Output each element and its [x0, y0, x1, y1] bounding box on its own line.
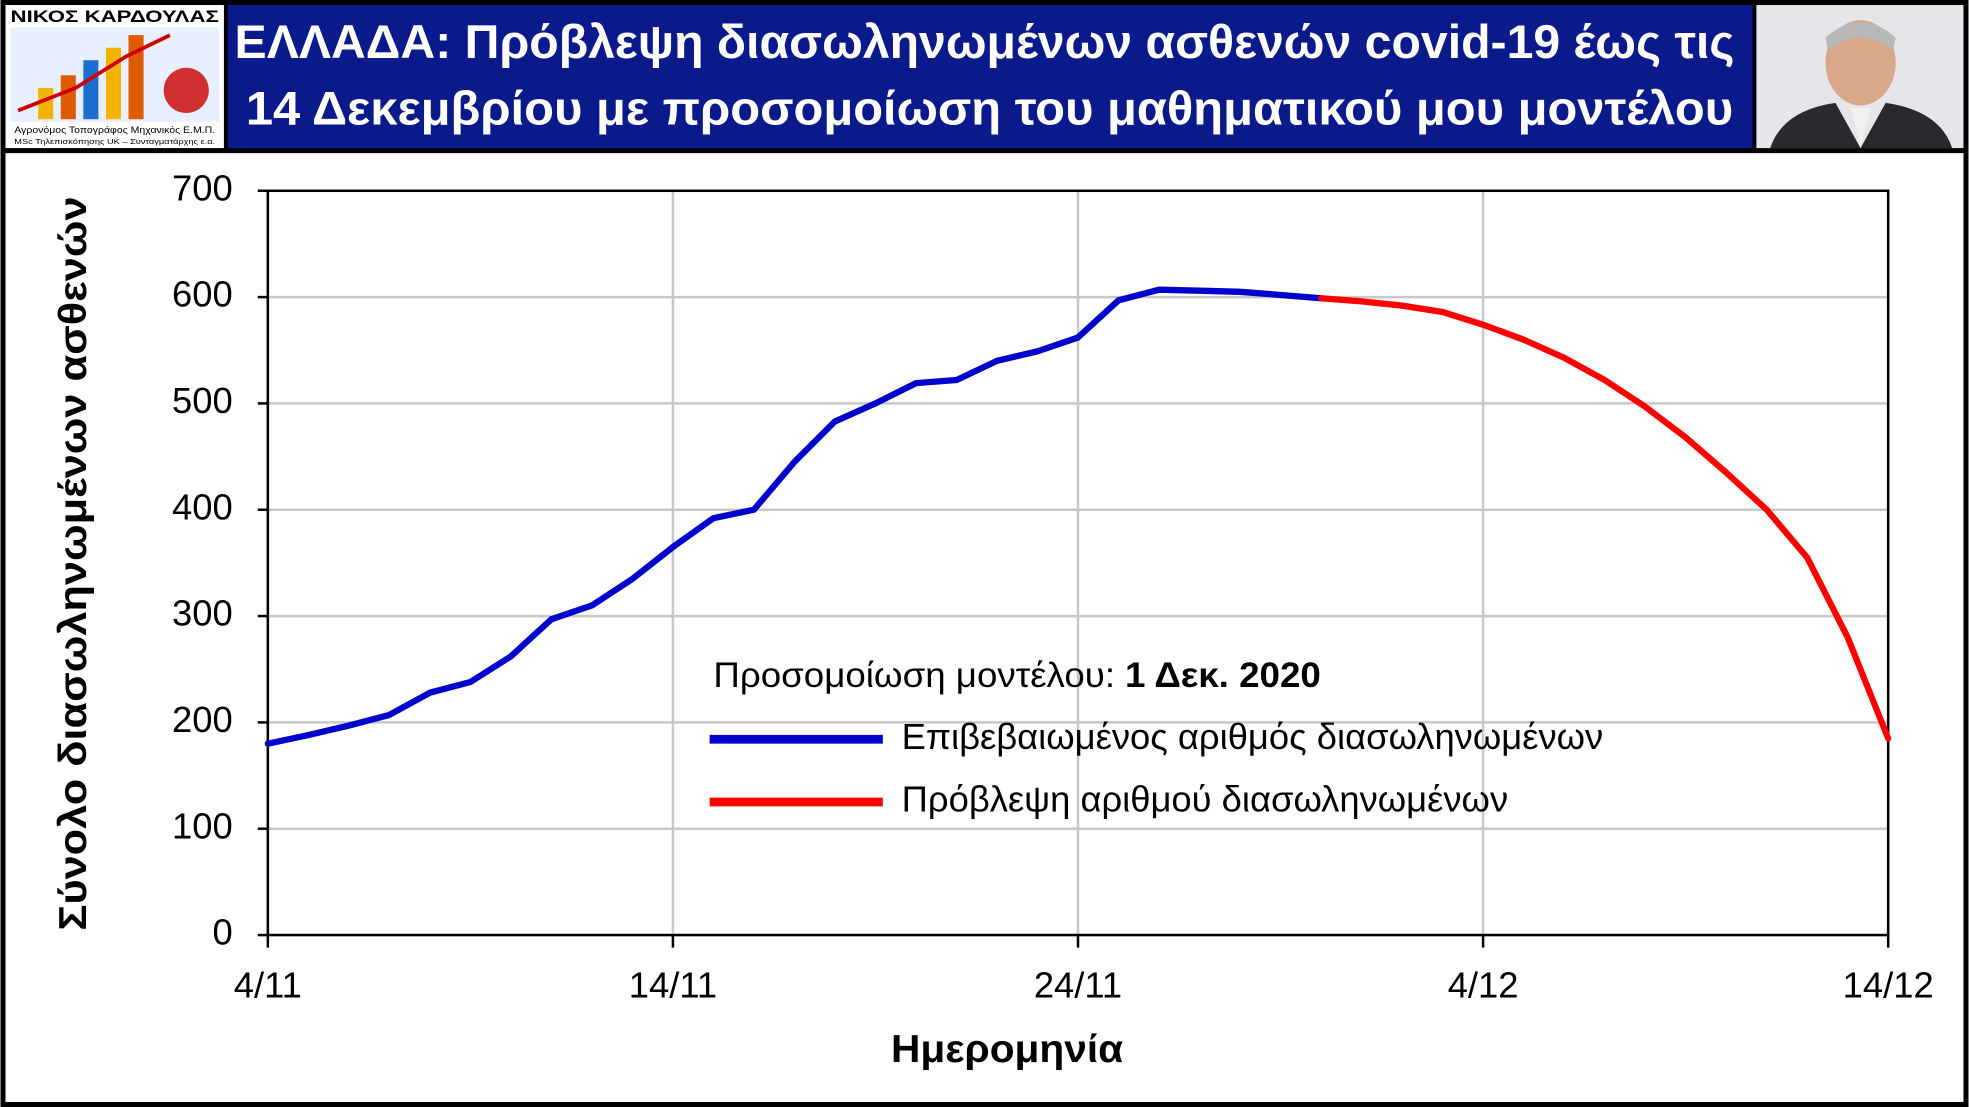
y-tick-label: 600	[172, 274, 233, 315]
logo-bar	[105, 47, 121, 120]
logo-line: Αγρονόμος Τοπογράφος Μηχανικός Ε.Μ.Π.	[14, 125, 215, 135]
legend-label: Πρόβλεψη αριθμού διασωληνωμένων	[902, 779, 1508, 820]
marks	[264, 286, 1892, 747]
x-tick-label: 14/11	[629, 964, 717, 1005]
photo-hair	[1825, 21, 1896, 51]
y-axis-label: Σύνολο διασωληνωμένων ασθενών	[52, 196, 95, 930]
logo-line: MSc Τηλεπισκόπησης UK – Συνταγματάρχης ε…	[14, 137, 215, 146]
y-tick-label: 100	[172, 805, 233, 846]
title: 14 Δεκεμβρίου με προσομοίωση του μαθηματ…	[246, 82, 1733, 135]
photo-suit	[1770, 102, 1953, 149]
labels: 0 100 200 300 400 500 600 700 4/11 14/11 24/11 4/12…	[172, 167, 1934, 1005]
x-axis-label: Ημερομηνία	[891, 1028, 1123, 1071]
logo-bar	[38, 87, 54, 120]
title: ΕΛΛΑΔΑ: Πρόβλεψη διασωληνωμένων ασθενών …	[235, 16, 1735, 69]
y-tick-label: 300	[172, 593, 233, 634]
y-tick-label: 200	[172, 699, 233, 740]
title-banner	[227, 5, 1753, 149]
x-tick-label: 4/12	[1448, 964, 1519, 1005]
photo-shirt	[1850, 107, 1871, 149]
photo-face	[1825, 20, 1896, 106]
x-tick-label: 4/11	[234, 964, 302, 1005]
y-tick-label: 700	[172, 167, 233, 208]
logo-arrow	[17, 33, 171, 113]
annotation: Προσομοίωση μοντέλου:	[713, 656, 1115, 695]
y-tick-label: 0	[212, 912, 232, 953]
logo-bar	[128, 35, 144, 120]
logo-name: ΝΙΚΟΣ ΚΑΡΔΟΥΛΑΣ	[11, 8, 220, 26]
logo-bar	[83, 60, 99, 120]
series-line	[264, 286, 1325, 747]
y-tick-label: 400	[172, 486, 233, 527]
plot-background	[5, 153, 1964, 1102]
y-tick-label: 500	[172, 380, 233, 421]
logo-pie	[163, 67, 209, 113]
logo-bar	[60, 75, 76, 120]
x-tick-label: 24/11	[1034, 964, 1122, 1005]
series-line	[1317, 295, 1892, 742]
annotation-date: 1 Δεκ. 2020	[1125, 656, 1321, 695]
legend-label: Επιβεβαιωμένος αριθμός διασωληνωμένων	[902, 716, 1604, 757]
x-tick-label: 14/12	[1843, 964, 1934, 1005]
